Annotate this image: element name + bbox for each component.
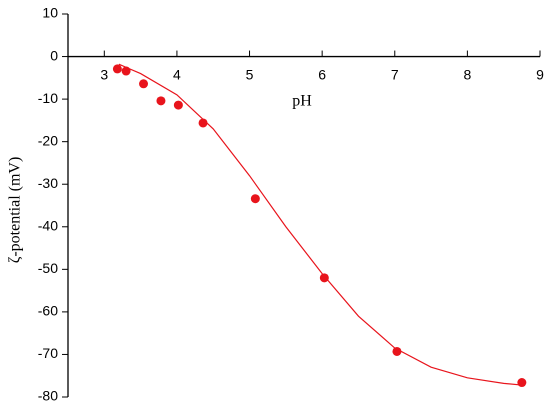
y-tick-label: -60 <box>38 303 58 319</box>
x-tick-label: 5 <box>246 66 254 82</box>
y-tick-label: 10 <box>42 5 58 21</box>
x-tick-label: 7 <box>391 66 399 82</box>
y-tick-label: -40 <box>38 217 58 233</box>
x-tick-label: 6 <box>318 66 326 82</box>
data-point <box>139 79 149 89</box>
y-axis-label: ζ-potential (mV) <box>7 157 24 264</box>
x-axis-label: pH <box>292 93 312 110</box>
fit-line <box>118 63 522 386</box>
data-point <box>392 346 402 356</box>
x-tick-label: 9 <box>536 66 544 82</box>
data-point <box>173 100 183 110</box>
y-tick-label: -70 <box>38 345 58 361</box>
x-tick-label: 3 <box>100 66 108 82</box>
y-tick-label: 0 <box>50 47 58 63</box>
data-point <box>156 96 166 106</box>
y-tick-label: -20 <box>38 132 58 148</box>
data-point <box>112 64 122 74</box>
data-point <box>250 194 260 204</box>
data-point <box>319 273 329 283</box>
x-tick-label: 8 <box>463 66 471 82</box>
data-point <box>517 378 527 388</box>
x-tick-label: 4 <box>173 66 181 82</box>
y-tick-label: -30 <box>38 175 58 191</box>
y-tick-label: -50 <box>38 260 58 276</box>
y-tick-label: -10 <box>38 90 58 106</box>
y-tick-label: -80 <box>38 388 58 404</box>
